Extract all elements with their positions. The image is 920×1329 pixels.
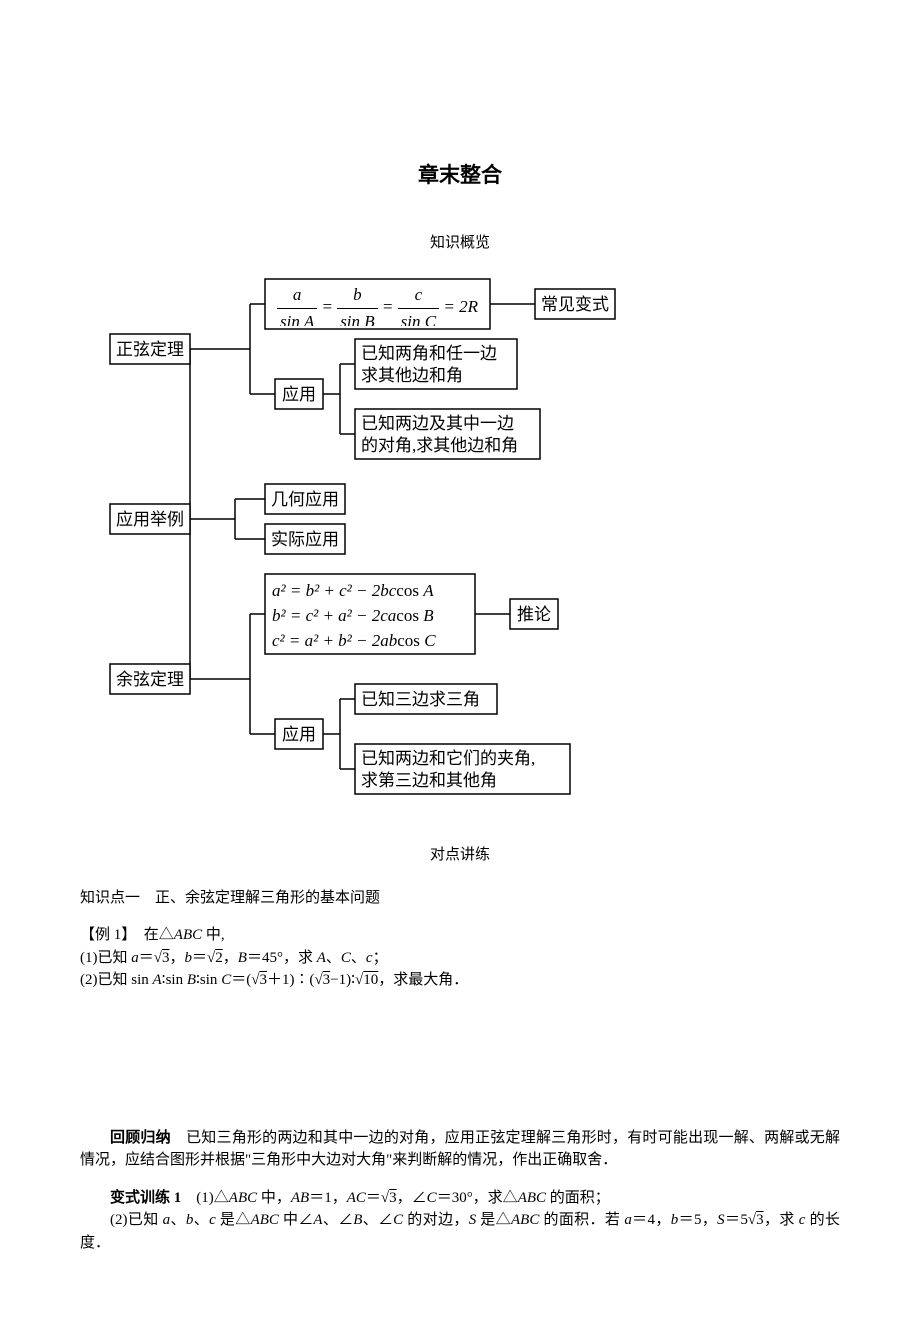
node-sine-app-2b: 的对角,求其他边和角 <box>361 436 518 455</box>
variant-training-1: 变式训练 1 (1)△ABC 中，AB＝1，AC＝√3，∠C＝30°，求△ABC… <box>80 1187 840 1255</box>
blank-space <box>80 1007 840 1127</box>
node-sine-app-2a: 已知两边及其中一边 <box>361 414 514 433</box>
example-1-label: 【例 1】 <box>80 927 129 943</box>
section-overview-heading: 知识概览 <box>80 232 840 255</box>
node-cos-app-2a: 已知两边和它们的夹角, <box>361 749 535 768</box>
node-cosine-f1: a² = b² + c² − 2bccos A <box>272 581 434 600</box>
node-cosine-law: 余弦定理 <box>116 670 184 689</box>
node-sine-app-1b: 求其他边和角 <box>361 366 463 385</box>
node-geom-app: 几何应用 <box>271 490 339 509</box>
review-summary: 回顾归纳 已知三角形的两边和其中一边的对角，应用正弦定理解三角形时，有时可能出现… <box>80 1127 840 1172</box>
node-cosine-app: 应用 <box>282 725 316 744</box>
example-1-part2: (2)已知 sin A∶sin B∶sin C＝(√3＋1)∶(√3−1)∶√1… <box>80 969 840 992</box>
node-cos-app-1: 已知三边求三角 <box>361 690 480 709</box>
concept-tree-diagram: 正弦定理 asin A = bsin B = csin C = 2R 常见变式 … <box>80 274 840 814</box>
knowledge-point-1: 知识点一 正、余弦定理解三角形的基本问题 <box>80 887 840 910</box>
node-sine-app-1a: 已知两角和任一边 <box>361 344 497 363</box>
example-1: 【例 1】 在△ABC 中, (1)已知 a＝√3，b＝√2，B＝45°，求 A… <box>80 924 840 992</box>
node-cos-app-2b: 求第三边和其他角 <box>361 771 497 790</box>
node-cosine-f2: b² = c² + a² − 2cacos B <box>272 606 434 625</box>
node-corollary: 推论 <box>517 605 551 624</box>
node-cosine-f3: c² = a² + b² − 2abcos C <box>272 631 436 650</box>
page-title: 章末整合 <box>80 160 840 192</box>
variant1-label: 变式训练 1 <box>110 1190 181 1206</box>
kp1-label: 知识点一 <box>80 890 140 906</box>
node-app-examples: 应用举例 <box>116 510 184 529</box>
variant1-part1: (1)△ABC 中，AB＝1，AC＝√3，∠C＝30°，求△ABC 的面积； <box>196 1190 610 1206</box>
review-text: 已知三角形的两边和其中一边的对角，应用正弦定理解三角形时，有时可能出现一解、两解… <box>80 1130 840 1169</box>
node-sine-app: 应用 <box>282 385 316 404</box>
node-real-app: 实际应用 <box>271 530 339 549</box>
example-1-part1: (1)已知 a＝√3，b＝√2，B＝45°，求 A、C、c； <box>80 947 840 970</box>
example-1-intro: 在△ABC 中, <box>144 927 225 943</box>
variant1-part2: (2)已知 a、b、c 是△ABC 中∠A、∠B、∠C 的对边，S 是△ABC … <box>80 1209 840 1254</box>
node-variants: 常见变式 <box>541 295 609 314</box>
section-practice-heading: 对点讲练 <box>80 844 840 867</box>
node-sine-law: 正弦定理 <box>116 340 184 359</box>
kp1-title: 正、余弦定理解三角形的基本问题 <box>155 890 380 906</box>
review-label: 回顾归纳 <box>110 1130 171 1146</box>
